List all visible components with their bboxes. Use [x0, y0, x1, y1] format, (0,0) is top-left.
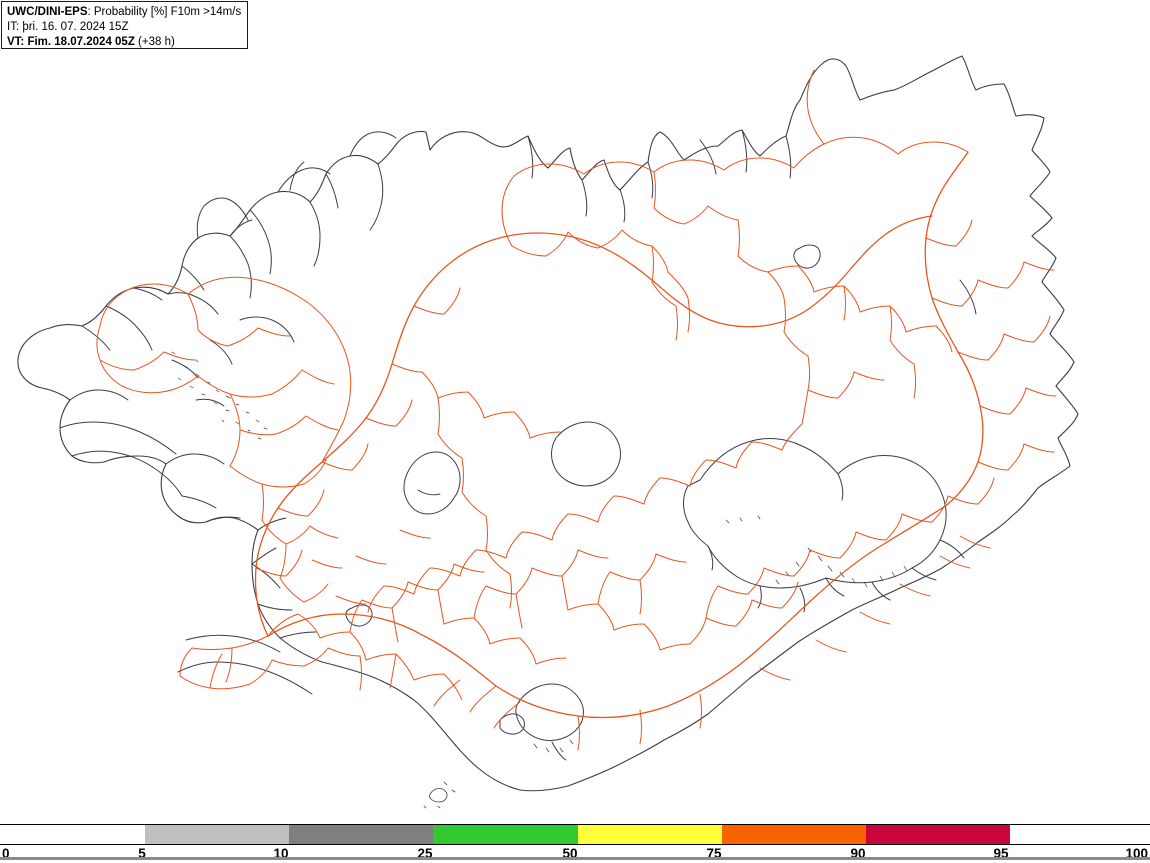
info-line-valid-time: VT: Fim. 18.07.2024 05Z (+38 h)	[7, 35, 243, 50]
colorbar-segment-75-90	[722, 825, 866, 844]
product-description: : Probability [%] F10m >14m/s	[87, 6, 242, 18]
model-name: UWC/DINI-EPS	[7, 6, 88, 18]
colorbar-segment-0-5	[0, 825, 145, 844]
colorbar-segment-25-50	[433, 825, 578, 844]
colorbar-segment-50-75	[578, 825, 722, 844]
weather-map-canvas: UWC/DINI-EPS: Probability [%] F10m >14m/…	[0, 0, 1150, 820]
probability-colorbar	[0, 824, 1150, 845]
map-background	[0, 0, 1150, 820]
forecast-info-box: UWC/DINI-EPS: Probability [%] F10m >14m/…	[1, 1, 248, 49]
colorbar-segment-90-95	[866, 825, 1010, 844]
colorbar-tick-5: 5	[138, 846, 146, 861]
valid-time-lead: (+38 h)	[134, 36, 175, 48]
coastline-layer	[17, 55, 1079, 809]
iceland-map-vector	[0, 0, 1150, 820]
colorbar-tick-0: 0	[2, 846, 10, 861]
road-network-layer	[96, 69, 1057, 751]
bottom-rule	[0, 857, 1150, 860]
colorbar-segment-5-10	[145, 825, 289, 844]
colorbar-segment-95-100	[1010, 825, 1150, 844]
valid-time-value: VT: Fim. 18.07.2024 05Z	[7, 36, 135, 48]
info-line-product: UWC/DINI-EPS: Probability [%] F10m >14m/…	[7, 4, 243, 20]
info-line-init-time: IT: þri. 16. 07. 2024 15Z	[7, 21, 129, 33]
colorbar-segment-10-25	[289, 825, 433, 844]
colorbar-container: 0 5 10 25 50 75 90 95 100	[0, 822, 1150, 863]
